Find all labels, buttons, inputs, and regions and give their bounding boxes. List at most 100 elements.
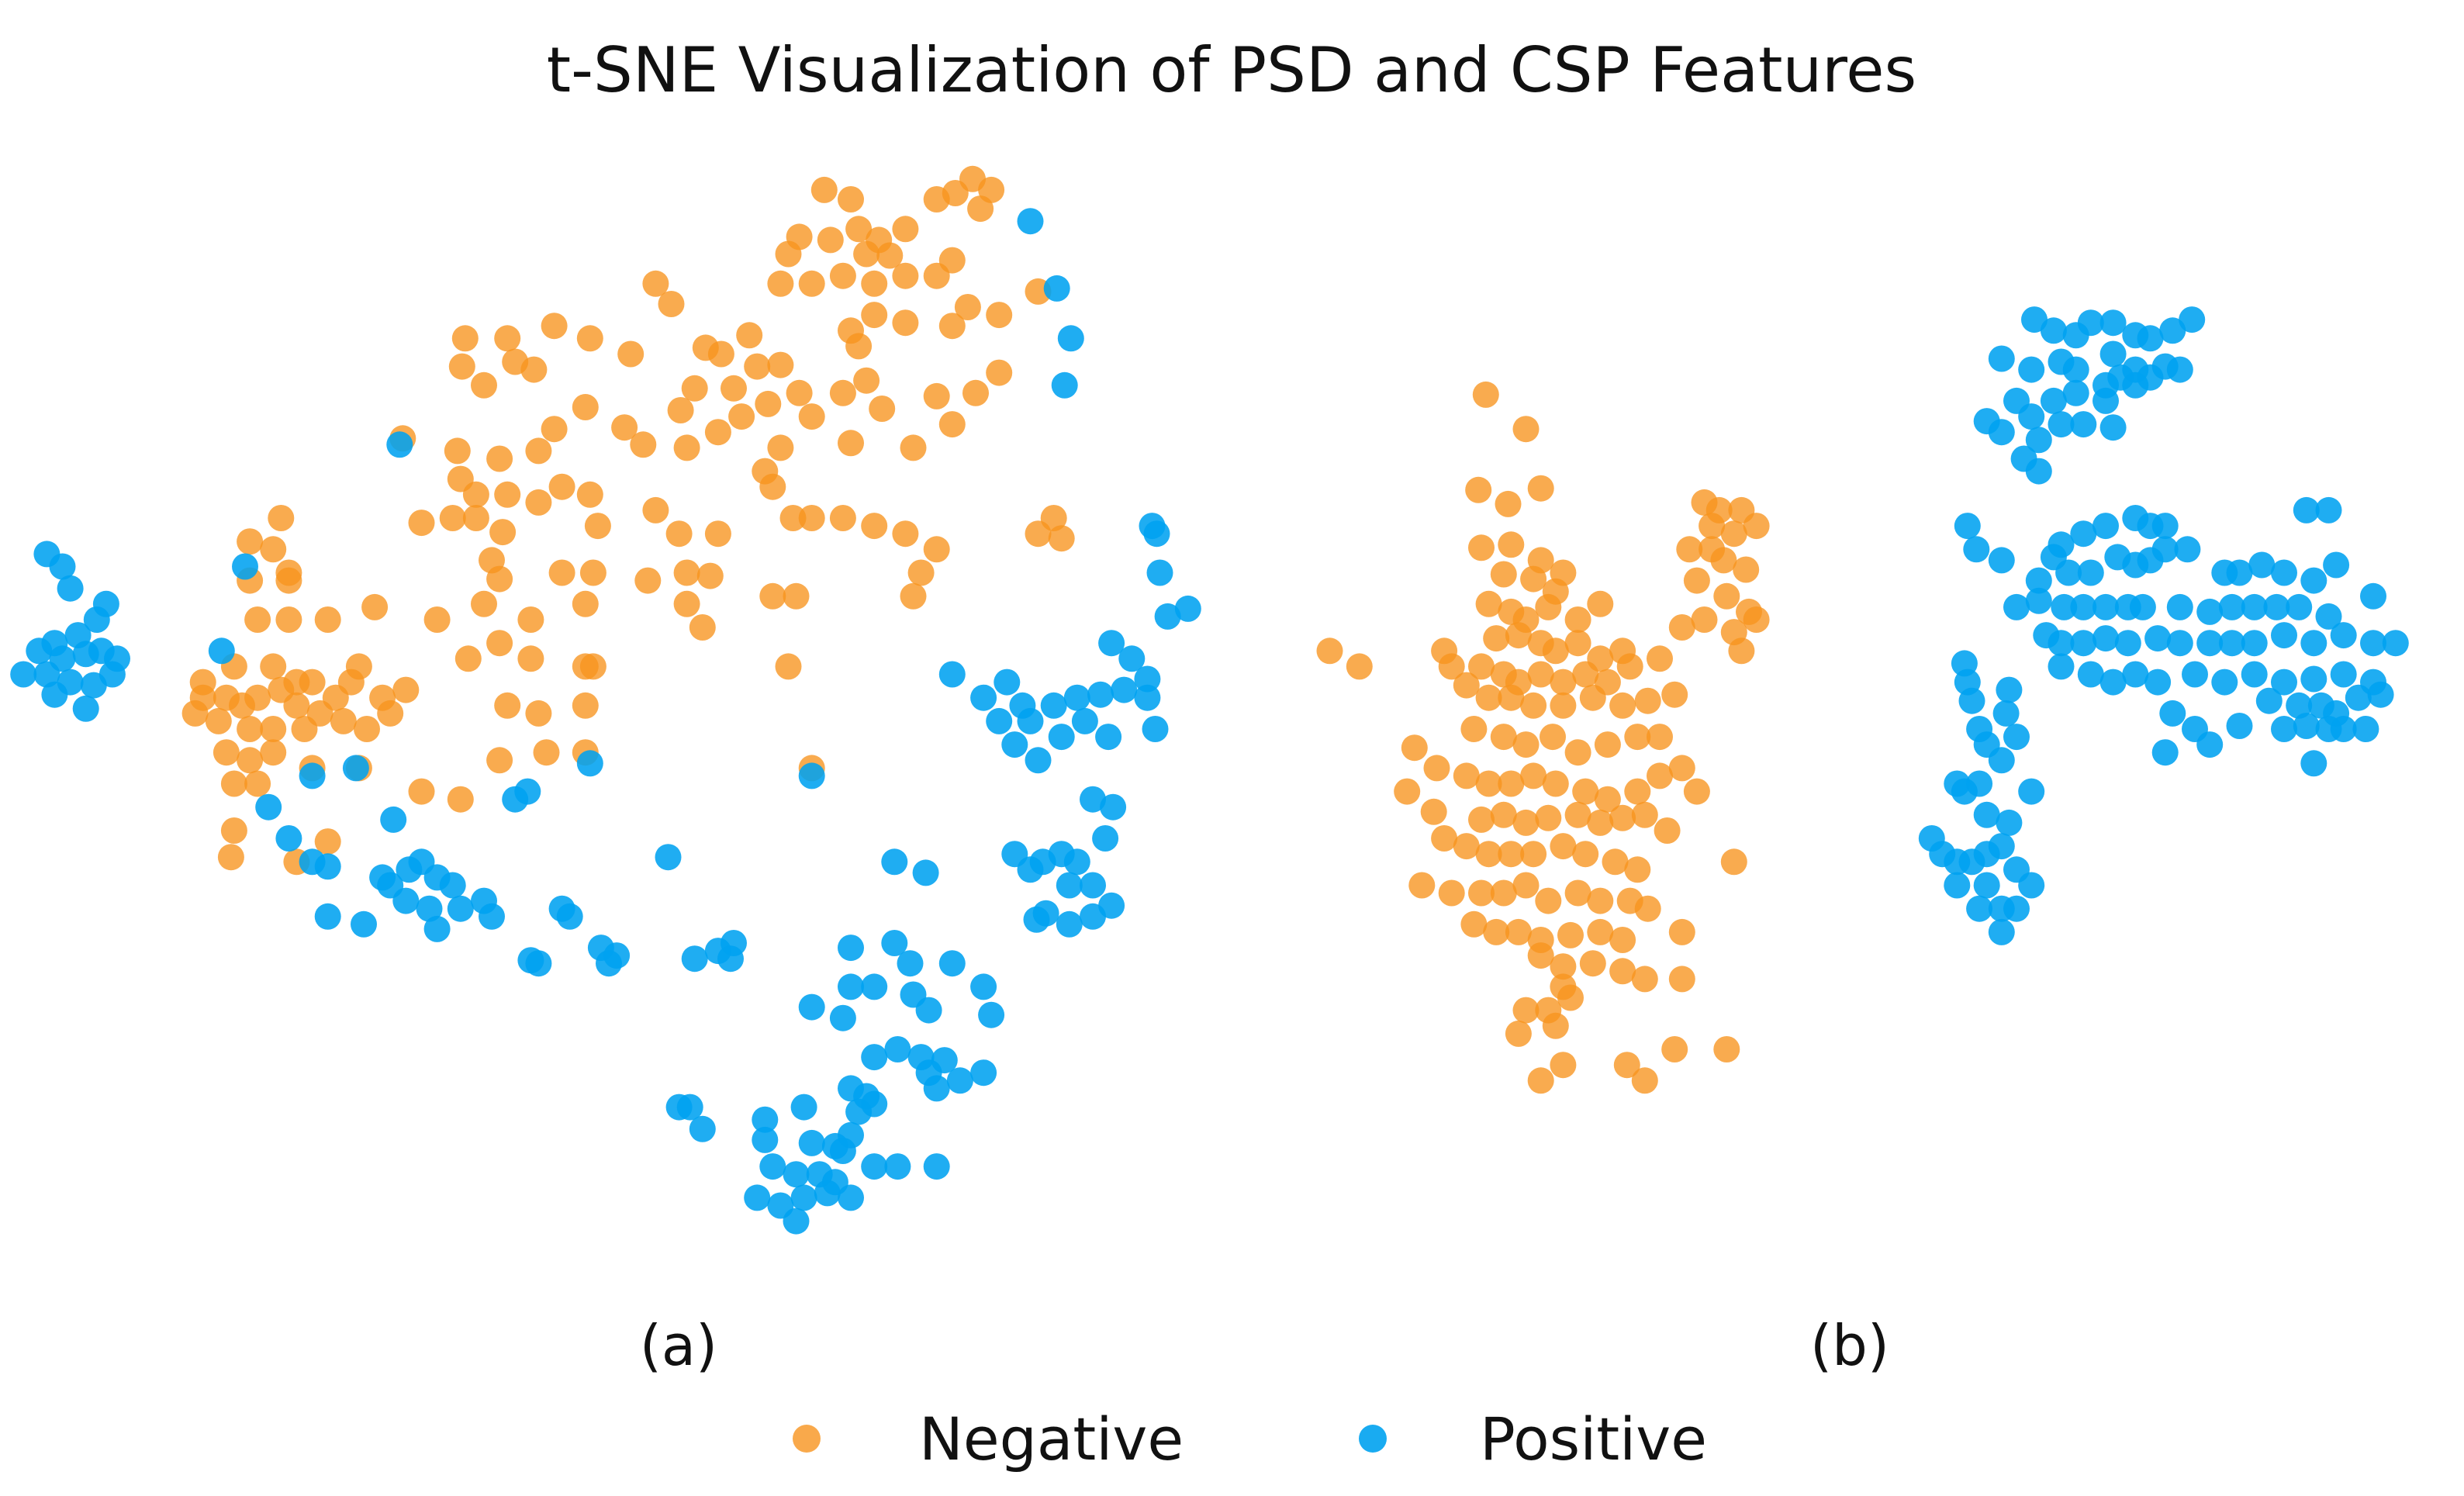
negative-point xyxy=(1542,637,1569,665)
positive-point xyxy=(2151,513,2179,540)
negative-point xyxy=(576,325,603,352)
negative-point xyxy=(1713,1036,1740,1062)
negative-point xyxy=(1512,809,1540,836)
negative-point xyxy=(444,437,471,465)
positive-point xyxy=(2159,317,2186,344)
negative-point xyxy=(744,353,771,380)
negative-point xyxy=(1668,755,1695,782)
positive-point xyxy=(798,993,825,1021)
positive-point xyxy=(2062,356,2089,383)
negative-point xyxy=(1048,525,1075,552)
negative-point xyxy=(923,382,950,409)
negative-point xyxy=(1527,475,1554,502)
negative-point xyxy=(1431,825,1458,852)
positive-point xyxy=(884,1036,911,1062)
negative-point xyxy=(810,176,838,203)
negative-point xyxy=(798,403,825,430)
positive-point xyxy=(2070,520,2097,548)
negative-point xyxy=(1520,692,1547,719)
positive-point xyxy=(2077,559,2104,586)
negative-point xyxy=(1465,476,1492,503)
positive-point xyxy=(2151,536,2179,563)
positive-point xyxy=(41,681,68,708)
positive-point xyxy=(314,853,341,880)
negative-point xyxy=(1572,841,1599,868)
negative-point xyxy=(853,240,880,268)
negative-point xyxy=(1512,416,1540,443)
positive-point xyxy=(829,1138,856,1164)
negative-point xyxy=(486,630,513,657)
positive-point xyxy=(2025,567,2052,594)
positive-point xyxy=(829,1004,856,1031)
negative-point xyxy=(1453,762,1480,789)
negative-point xyxy=(728,403,755,430)
negative-point xyxy=(838,430,864,457)
positive-point xyxy=(912,859,939,886)
negative-point xyxy=(260,739,287,766)
negative-point xyxy=(541,416,568,443)
negative-point xyxy=(1520,841,1547,868)
negative-point xyxy=(1512,872,1540,899)
negative-point xyxy=(673,559,700,586)
positive-point xyxy=(2018,356,2045,383)
positive-point xyxy=(2263,593,2290,620)
negative-point xyxy=(817,226,844,254)
positive-point xyxy=(2271,622,2297,649)
positive-point xyxy=(861,973,888,1000)
positive-point xyxy=(2092,387,2119,414)
positive-point xyxy=(2196,630,2224,657)
negative-point xyxy=(1468,879,1495,907)
positive-point xyxy=(92,590,119,617)
negative-point xyxy=(892,520,919,548)
positive-point xyxy=(2293,496,2320,523)
negative-point xyxy=(1634,895,1661,922)
negative-point xyxy=(755,390,782,417)
negative-point xyxy=(1401,734,1428,762)
negative-point xyxy=(1438,653,1465,680)
negative-point xyxy=(1460,910,1488,938)
negative-point xyxy=(634,567,662,594)
negative-point xyxy=(314,606,341,633)
positive-point xyxy=(1944,872,1971,899)
negative-point xyxy=(786,379,813,406)
negative-point xyxy=(260,653,287,680)
negative-point xyxy=(486,747,513,774)
positive-point xyxy=(1080,786,1106,813)
negative-point xyxy=(220,817,247,844)
positive-point xyxy=(57,575,84,602)
positive-point xyxy=(1973,801,2000,828)
positive-point xyxy=(275,825,302,852)
negative-point xyxy=(1631,801,1658,828)
positive-point xyxy=(2241,630,2268,657)
negative-point xyxy=(1661,1036,1688,1062)
negative-point xyxy=(275,606,302,633)
positive-point xyxy=(838,935,864,962)
negative-point xyxy=(451,325,479,352)
negative-point xyxy=(1587,887,1614,914)
positive-point xyxy=(2382,630,2409,657)
negative-point xyxy=(1483,625,1510,652)
positive-point xyxy=(2315,496,2342,523)
negative-point xyxy=(759,582,786,610)
positive-point xyxy=(2226,559,2253,586)
negative-point xyxy=(1472,381,1499,408)
negative-point xyxy=(630,431,657,458)
negative-point xyxy=(869,396,896,422)
positive-point xyxy=(2166,593,2193,620)
negative-point xyxy=(1728,637,1755,665)
positive-point xyxy=(2179,306,2206,333)
negative-point xyxy=(673,590,700,617)
positive-point xyxy=(1092,825,1119,852)
positive-point xyxy=(1087,681,1114,708)
negative-point xyxy=(938,411,966,438)
positive-point xyxy=(49,553,76,580)
negative-point xyxy=(213,739,240,766)
negative-point xyxy=(1631,966,1658,993)
negative-point xyxy=(667,397,694,423)
negative-point xyxy=(767,351,794,378)
negative-point xyxy=(1616,653,1643,680)
positive-point xyxy=(923,1075,950,1102)
negative-point xyxy=(237,747,264,774)
positive-point xyxy=(1017,208,1044,235)
